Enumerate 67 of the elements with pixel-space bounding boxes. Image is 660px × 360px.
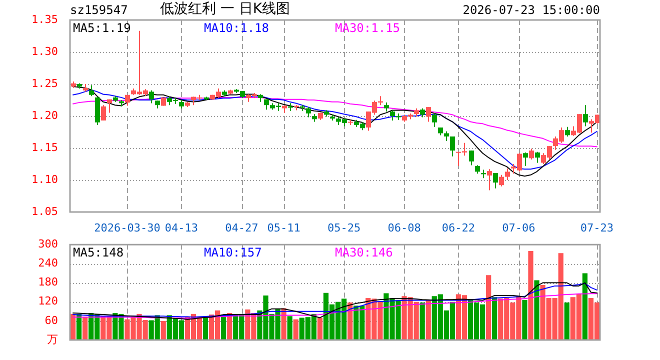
bar [492, 297, 498, 340]
candlestick [106, 98, 112, 114]
x-tick-label: 04-13 [164, 221, 198, 234]
bar [426, 300, 431, 340]
bar [281, 308, 286, 340]
chart-subtitle: sz159547 [70, 3, 128, 17]
candlestick [468, 150, 474, 166]
y-tick-label: 1.20 [32, 108, 58, 122]
x-tick-label: 07-06 [502, 221, 536, 234]
text: MA30:1.15 [335, 21, 400, 36]
candlestick [534, 151, 540, 164]
text: MA5:1.19 [73, 21, 131, 36]
x-tick-label: 06-22 [442, 221, 476, 234]
candlestick [444, 130, 450, 142]
y-tick-label: 万 [47, 332, 58, 346]
bar [564, 302, 570, 340]
y-tick-label: 1.15 [32, 140, 58, 154]
x-tick-label: 06-08 [388, 221, 421, 234]
bar [486, 275, 492, 340]
candlestick [426, 106, 432, 122]
bar [522, 300, 528, 340]
text: MA30:146 [335, 246, 393, 260]
candlestick [498, 174, 504, 187]
bar [582, 273, 588, 340]
candlestick [100, 104, 106, 121]
candlestick [390, 110, 396, 121]
bar [287, 316, 292, 340]
y-tick-label: 1.05 [32, 204, 58, 218]
x-tick-label: 05-11 [267, 221, 300, 234]
candlestick [528, 148, 534, 160]
x-tick-label: 04-27 [225, 221, 258, 234]
candlestick [564, 126, 570, 137]
text: MA10:1.18 [204, 21, 270, 36]
chart-title: 低波红利 一 日K线图 [160, 1, 290, 18]
candlestick [492, 172, 498, 189]
y-tick-label: 1.30 [32, 44, 58, 58]
candlestick [450, 136, 456, 157]
y-tick-label: 180 [38, 276, 58, 289]
text: MA5:148 [73, 246, 124, 260]
candlestick [88, 84, 94, 97]
y-tick-label: 1.35 [32, 12, 58, 26]
y-tick-label: 1.10 [32, 172, 58, 186]
bar [293, 319, 298, 340]
text: 2026-07-23 15:00:00 [462, 3, 600, 17]
text: MA10:157 [204, 246, 262, 260]
bar [528, 250, 534, 340]
x-tick-label: 2026-03-30 [94, 221, 160, 234]
candlestick [148, 90, 154, 104]
bar [317, 318, 323, 340]
bar [202, 317, 208, 340]
candlestick [504, 168, 510, 180]
bar [160, 320, 166, 340]
y-tick-label: 60 [44, 314, 58, 327]
y-tick-label: 1.25 [32, 76, 58, 90]
bar [82, 317, 88, 340]
y-tick-label: 300 [38, 237, 58, 250]
bar [420, 302, 425, 340]
candlestick [306, 106, 312, 118]
x-tick-label: 05-25 [327, 221, 361, 234]
candlestick [522, 152, 528, 166]
x-tick-label: 07-23 [580, 221, 614, 234]
y-tick-label: 240 [38, 256, 58, 270]
candlestick [432, 112, 438, 128]
y-tick-label: 120 [38, 294, 58, 308]
candlestick [486, 168, 492, 191]
bar [534, 280, 540, 340]
candlestick [582, 104, 588, 127]
